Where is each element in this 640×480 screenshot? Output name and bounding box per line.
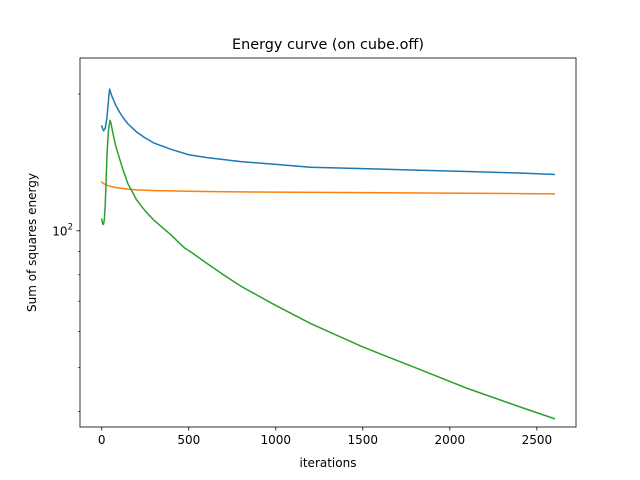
x-tick-label: 1500 xyxy=(348,433,379,447)
y-axis-label: Sum of squares energy xyxy=(25,173,39,312)
series-line-3 xyxy=(100,119,556,420)
series-line-1 xyxy=(100,88,556,176)
x-tick-label: 2000 xyxy=(435,433,466,447)
series-line-2 xyxy=(100,181,556,195)
chart-title: Energy curve (on cube.off) xyxy=(232,37,424,53)
y-tick-label: 102 xyxy=(52,222,73,238)
x-axis-label: iterations xyxy=(300,456,357,470)
x-tick-label: 2500 xyxy=(522,433,553,447)
series-layer xyxy=(100,88,556,420)
ticks-layer: 0 500 1000 1500 2000 2500 102 xyxy=(52,93,553,447)
plot-frame xyxy=(79,57,577,428)
x-tick-label: 0 xyxy=(98,433,106,447)
x-tick-label: 500 xyxy=(177,433,200,447)
x-tick-label: 1000 xyxy=(261,433,292,447)
